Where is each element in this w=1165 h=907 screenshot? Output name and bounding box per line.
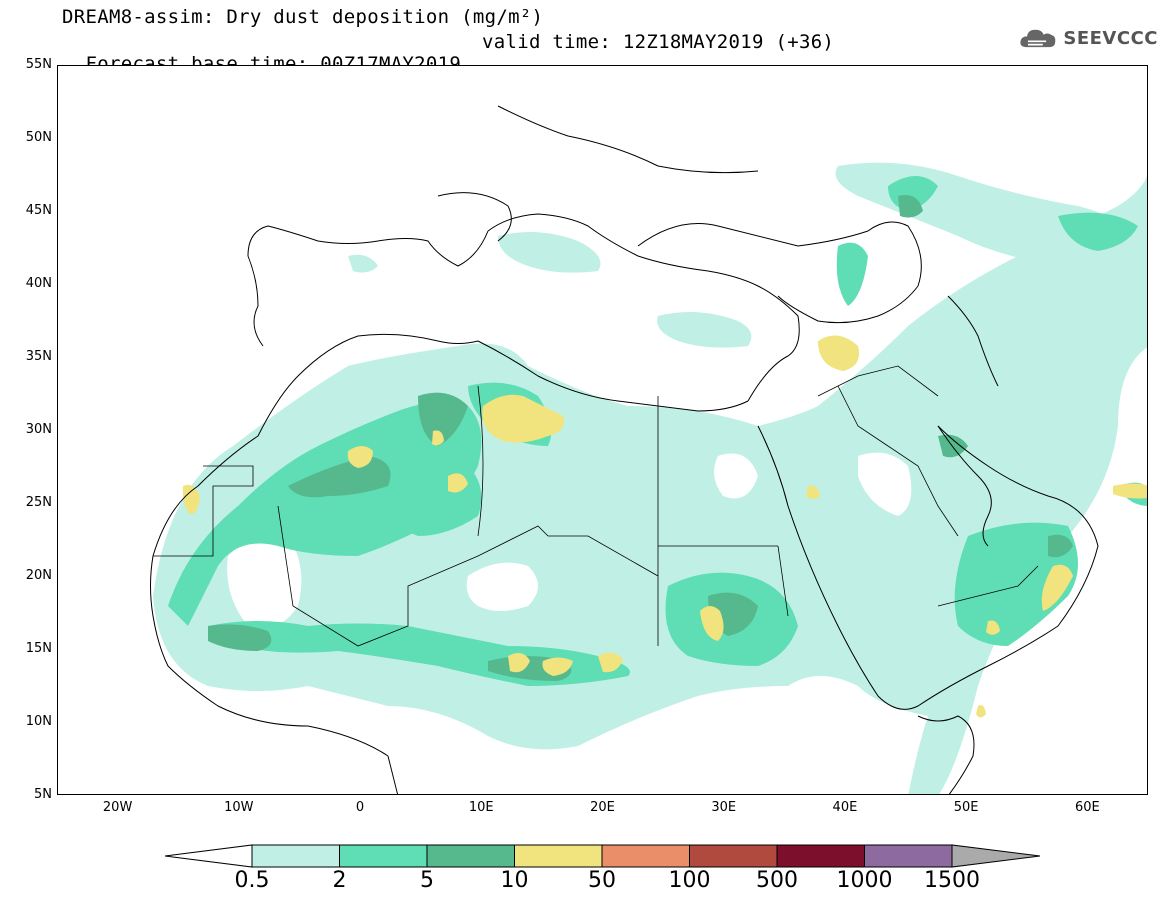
- lat-label-10N: 10N: [25, 714, 52, 729]
- lon-label-50E: 50E: [953, 800, 979, 815]
- dust-free-areas: [227, 452, 912, 629]
- colorbar-box-500: [776, 844, 865, 868]
- lat-label-20N: 20N: [25, 568, 52, 583]
- colorbar-box-50: [601, 844, 690, 868]
- lat-label-25N: 25N: [25, 495, 52, 510]
- country-borders: [153, 365, 1039, 647]
- colorbar-box-2: [339, 844, 428, 868]
- colorbar-box-5: [426, 844, 515, 868]
- lon-label-40E: 40E: [832, 800, 858, 815]
- map-canvas: [150, 105, 1147, 794]
- colorbar-label-0.5: 0.5: [234, 868, 270, 893]
- colorbar-under-triangle: [164, 844, 253, 868]
- colorbar-label-2: 2: [332, 868, 347, 893]
- lat-label-35N: 35N: [25, 349, 52, 364]
- lon-label-0: 0: [355, 800, 365, 815]
- colorbar-label-5: 5: [420, 868, 434, 893]
- lat-label-40N: 40N: [25, 276, 52, 291]
- colorbar-over-triangle: [951, 844, 1041, 868]
- colorbar-label-100: 100: [668, 868, 711, 893]
- valid-time: valid time: 12Z18MAY2019 (+36): [482, 31, 835, 53]
- logo-text: SEEVCCC: [1063, 27, 1158, 49]
- coastlines: [150, 105, 1099, 794]
- lat-label-15N: 15N: [25, 641, 52, 656]
- colorbar-box-100: [689, 844, 778, 868]
- lon-label-60E: 60E: [1074, 800, 1100, 815]
- lat-label-30N: 30N: [25, 422, 52, 437]
- dust-map: [57, 65, 1148, 795]
- lat-label-5N: 5N: [34, 787, 52, 802]
- colorbar-label-10: 10: [500, 868, 529, 893]
- colorbar-box-1000: [864, 844, 953, 868]
- map-title: DREAM8-assim: Dry dust deposition (mg/m²…: [62, 6, 544, 28]
- colorbar-label-1500: 1500: [924, 868, 980, 893]
- colorbar-box-0.5: [251, 844, 340, 868]
- colorbar-label-1000: 1000: [836, 868, 893, 893]
- seevccc-logo: SEEVCCC: [1018, 22, 1158, 54]
- colorbar-label-500: 500: [756, 868, 798, 893]
- lon-label-20W: 20W: [102, 800, 133, 815]
- lon-label-10W: 10W: [224, 800, 254, 815]
- lon-label-10E: 10E: [468, 800, 494, 815]
- cloud-icon: [1020, 29, 1056, 48]
- colorbar-label-50: 50: [588, 868, 616, 893]
- colorbar-box-10: [514, 844, 603, 868]
- dust-level-10: [182, 335, 1147, 718]
- lon-label-20E: 20E: [590, 800, 615, 815]
- lat-label-50N: 50N: [25, 130, 52, 145]
- lat-label-45N: 45N: [25, 203, 52, 218]
- lon-label-30E: 30E: [711, 800, 737, 815]
- lat-label-55N: 55N: [25, 57, 52, 72]
